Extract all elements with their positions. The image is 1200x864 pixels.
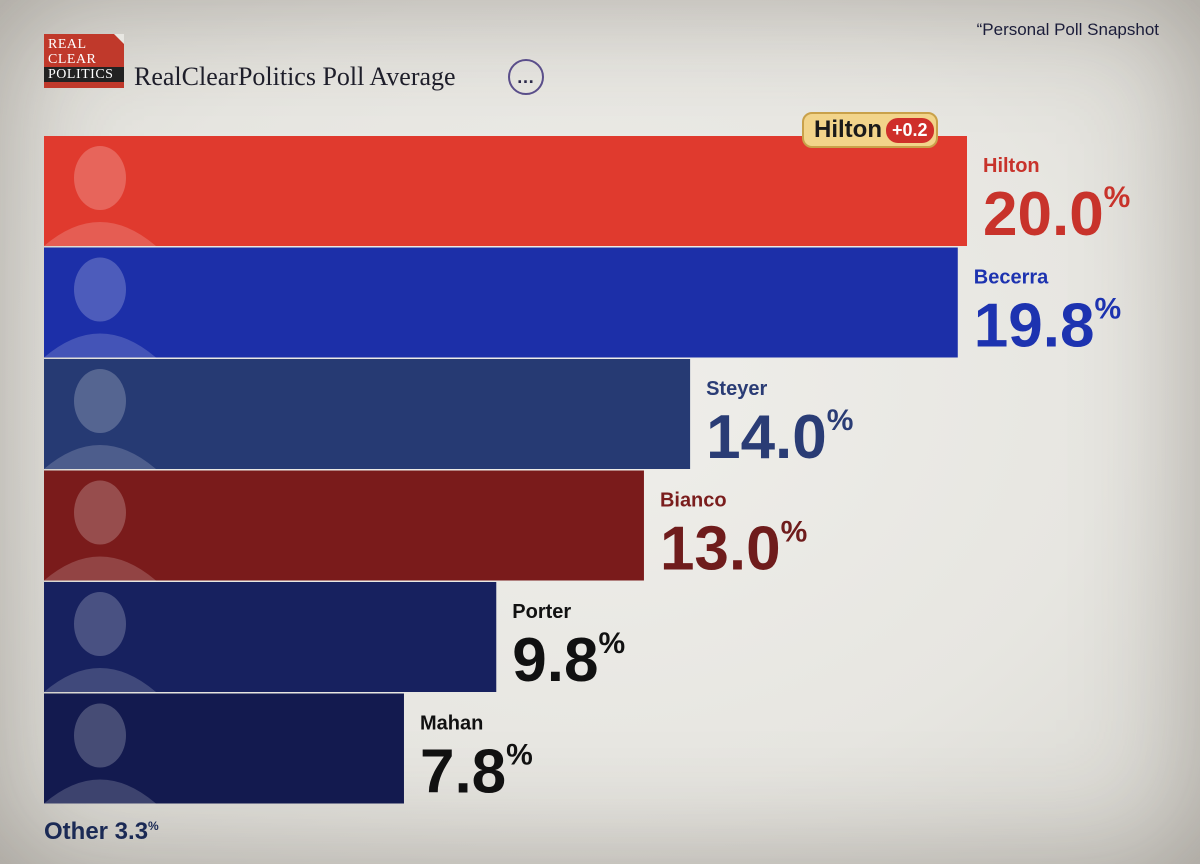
avatar-bianco (44, 480, 156, 581)
logo-line-1: REAL (48, 37, 87, 52)
snapshot-note: “Personal Poll Snapshot (976, 20, 1159, 39)
bar-hilton (44, 136, 967, 246)
leader-badge: Hilton +0.2 (802, 112, 938, 148)
bar-label-bianco: Bianco (660, 490, 727, 512)
other-text: Other 3.3 (44, 818, 149, 845)
value-label-bianco: 13.0% (660, 515, 807, 584)
bar-group-becerra: Becerra 19.8% (44, 247, 1121, 361)
bar-label-porter: Porter (512, 601, 571, 623)
badge-change: +0.2 (885, 117, 934, 143)
logo-line-3: POLITICS (44, 67, 124, 82)
bar-becerra (44, 247, 958, 358)
avatar-steyer (44, 369, 156, 469)
bar-label-hilton: Hilton (983, 155, 1040, 177)
bar-group-bianco: Bianco 13.0% (44, 470, 807, 584)
value-label-becerra: 19.8% (974, 292, 1121, 361)
bar-label-steyer: Steyer (706, 378, 767, 400)
rcp-logo: REAL CLEAR POLITICS (44, 34, 124, 88)
bar-bianco (44, 470, 644, 581)
value-label-mahan: 7.8% (420, 738, 533, 807)
bar-mahan (44, 693, 404, 804)
value-label-steyer: 14.0% (706, 403, 853, 472)
bar-group-mahan: Mahan 7.8% (44, 693, 533, 807)
other-suffix: % (148, 819, 159, 833)
bar-steyer (44, 359, 691, 469)
page-title: RealClearPolitics Poll Average (134, 62, 456, 91)
avatar-porter (44, 592, 156, 692)
avatar-hilton (44, 146, 156, 246)
logo-corner (114, 34, 124, 44)
other-label: Other 3.3% (44, 818, 159, 846)
bar-label-becerra: Becerra (974, 267, 1049, 289)
bar-group-porter: Porter 9.8% (44, 582, 625, 695)
value-label-hilton: 20.0% (983, 180, 1130, 249)
value-label-porter: 9.8% (512, 626, 625, 695)
header: REAL CLEAR POLITICS RealClearPolitics Po… (44, 32, 1164, 95)
bar-label-mahan: Mahan (420, 713, 483, 735)
bar-porter (44, 582, 497, 692)
more-icon: … (516, 66, 536, 87)
more-options-button[interactable]: … (508, 59, 544, 95)
bar-group-steyer: Steyer 14.0% (44, 359, 853, 472)
avatar-mahan (44, 703, 156, 804)
logo-line-2: CLEAR (48, 52, 97, 67)
bar-group-hilton: Hilton 20.0% (44, 136, 1130, 249)
badge-name: Hilton (814, 116, 882, 143)
avatar-becerra (44, 257, 156, 358)
